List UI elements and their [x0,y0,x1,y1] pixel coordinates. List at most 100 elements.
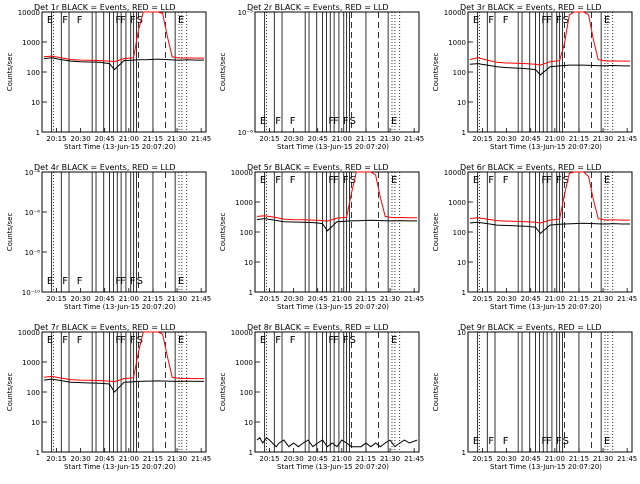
flag-label: F [503,436,509,447]
x-tick-label: 21:30 [380,135,400,143]
flag-label: F [77,335,83,346]
x-tick-label: 21:00 [545,455,565,463]
y-tick-label: 100 [27,389,40,397]
x-tick-label: 21:45 [617,135,637,143]
panel-title: Det 4r BLACK = Events, RED = LLD [34,163,176,172]
events-series-line [469,63,631,76]
x-tick-label: 20:45 [95,455,115,463]
y-tick-label: 1 [36,129,40,137]
x-axis-label: Start Time (13-Jun-15 20:07:20) [64,303,176,311]
x-tick-label: 20:30 [70,135,90,143]
y-tick-label: 1 [36,449,40,457]
x-tick-label: 20:30 [496,295,516,303]
flag-label: F [130,276,136,287]
y-tick-label: 1000 [22,359,40,367]
x-axis-label: Start Time (13-Jun-15 20:07:20) [277,463,389,471]
lld-series-line [256,171,418,222]
x-tick-label: 20:15 [259,455,279,463]
flag-label: F [541,436,547,447]
flag-label: F [77,276,83,287]
flag-label: E [47,15,53,26]
flag-label: F [115,276,121,287]
x-tick-label: 21:15 [569,295,589,303]
x-tick-label: 21:00 [119,295,139,303]
panel-title: Det 2r BLACK = Events, RED = LLD [247,3,389,12]
y-axis-label: Counts/sec [6,213,14,252]
x-tick-label: 21:15 [143,135,163,143]
flag-label: F [503,175,509,186]
flag-label: F [62,276,68,287]
x-tick-label: 20:30 [70,295,90,303]
flag-label: F [333,175,339,186]
x-axis-label: Start Time (13-Jun-15 20:07:20) [490,143,602,151]
y-tick-label: 10⁻⁸ [25,249,41,257]
flag-label: E [178,335,184,346]
x-tick-label: 21:30 [167,455,187,463]
x-tick-label: 21:45 [617,295,637,303]
x-tick-label: 20:45 [521,455,541,463]
flag-label: F [546,15,552,26]
events-series-line [256,218,418,232]
x-tick-label: 21:30 [167,295,187,303]
flag-label: F [333,335,339,346]
x-tick-label: 21:15 [143,455,163,463]
x-axis-label: Start Time (13-Jun-15 20:07:20) [64,463,176,471]
flag-label: F [556,436,562,447]
x-tick-label: 20:45 [521,135,541,143]
y-tick-label: 10000 [18,329,40,337]
plot-frame [41,171,207,293]
y-axis-label: Counts/sec [432,373,440,412]
flag-label: F [488,15,494,26]
x-tick-label: 21:00 [545,135,565,143]
x-axis-label: Start Time (13-Jun-15 20:07:20) [277,303,389,311]
flag-label: E [473,436,479,447]
flag-label: S [137,276,143,287]
flag-label: E [178,276,184,287]
x-tick-label: 21:30 [380,295,400,303]
x-tick-label: 21:30 [593,455,613,463]
y-tick-label: 10⁻⁶ [25,209,41,217]
event-markers [264,12,401,132]
flag-label: S [137,15,143,26]
x-tick-label: 21:00 [119,135,139,143]
x-tick-label: 20:15 [46,135,66,143]
x-tick-label: 20:15 [259,295,279,303]
flag-label: F [130,15,136,26]
x-tick-label: 21:30 [167,135,187,143]
plot-frame [254,11,420,133]
lld-series-line [43,11,205,63]
flag-label: F [488,436,494,447]
y-tick-label: 100 [453,69,466,77]
flag-label: E [178,15,184,26]
panel-title: Det 3r BLACK = Events, RED = LLD [460,3,602,12]
x-tick-label: 21:30 [593,295,613,303]
plot-frame [467,11,633,133]
x-tick-label: 21:45 [191,135,211,143]
y-tick-label: 10⁻⁵ [238,9,254,17]
y-axis-label: Counts/sec [219,213,227,252]
flag-label: F [556,175,562,186]
x-tick-label: 21:00 [545,295,565,303]
x-axis-label: Start Time (13-Jun-15 20:07:20) [277,143,389,151]
x-tick-label: 21:15 [356,295,376,303]
flag-label: F [488,175,494,186]
y-tick-label: 100 [27,69,40,77]
flag-label: F [115,335,121,346]
y-axis-label: Counts/sec [219,373,227,412]
plot-frame [41,331,207,453]
y-axis-label: Counts/sec [432,213,440,252]
x-tick-label: 21:30 [593,135,613,143]
panel-title: Det 1r BLACK = Events, RED = LLD [34,3,176,12]
x-tick-label: 21:45 [404,455,424,463]
y-tick-label: 1000 [448,199,466,207]
y-axis-label: Counts/sec [432,53,440,92]
flag-label: E [604,15,610,26]
x-tick-label: 21:30 [380,455,400,463]
flag-label: E [391,175,397,186]
x-tick-label: 21:15 [569,455,589,463]
x-tick-label: 20:45 [308,455,328,463]
flag-label: E [604,175,610,186]
event-markers [477,172,614,292]
y-axis-label: Counts/sec [219,53,227,92]
flag-label: F [290,335,296,346]
